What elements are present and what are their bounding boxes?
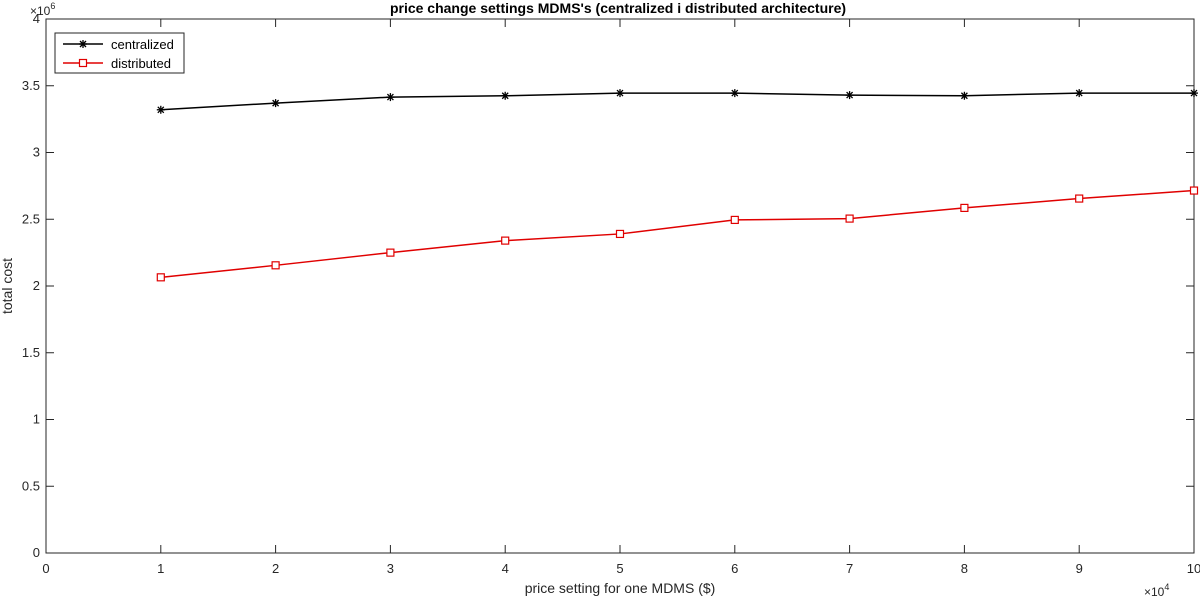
data-point-centralized	[1190, 89, 1198, 98]
y-axis-label: total cost	[0, 258, 15, 314]
chart-title: price change settings MDMS's (centralize…	[390, 0, 846, 16]
x-axis-label: price setting for one MDMS ($)	[525, 580, 716, 596]
x-tick-label: 10	[1187, 561, 1200, 576]
x-tick-label: 4	[502, 561, 509, 576]
data-point-centralized	[616, 89, 624, 98]
data-point-distributed	[1075, 194, 1084, 203]
data-point-centralized	[501, 91, 510, 100]
x-tick-label: 5	[616, 561, 623, 576]
data-point-distributed	[271, 261, 280, 270]
legend-marker-distributed	[78, 58, 88, 68]
data-point-distributed	[960, 203, 969, 213]
data-point-centralized	[156, 105, 165, 114]
legend-marker-symbol	[78, 58, 88, 68]
legend-marker-centralized	[79, 40, 87, 48]
x-tick-label: 6	[731, 561, 738, 576]
y-tick-label: 4	[33, 11, 40, 26]
data-point-distributed	[730, 215, 739, 225]
axis-ticks: 0 1 2 3 4 5 6 7 8 9 10 0 0.5 1 1.5 2 2.5 3 3.5 4	[22, 11, 1200, 576]
x-tick-label: 9	[1076, 561, 1083, 576]
y-tick-label: 0	[33, 545, 40, 560]
x-multiplier: ×104	[1144, 582, 1169, 599]
y-tick-label: 3.5	[22, 78, 40, 93]
legend-marker-symbol	[79, 40, 87, 48]
data-point-distributed	[501, 236, 510, 245]
data-point-centralized	[1075, 89, 1084, 98]
x-multiplier-base: ×10	[1144, 585, 1165, 599]
series-markers	[156, 89, 1199, 282]
data-point-distributed	[386, 248, 395, 257]
y-tick-label: 2.5	[22, 211, 40, 226]
x-tick-label: 2	[272, 561, 279, 576]
data-point-centralized	[845, 91, 854, 100]
y-tick-label: 1.5	[22, 345, 40, 360]
y-multiplier-base: ×10	[30, 4, 51, 18]
series-line-distributed	[160, 189, 1195, 279]
x-tick-label: 3	[387, 561, 394, 576]
y-tick-label: 3	[33, 145, 40, 160]
plot-area	[45, 18, 1195, 554]
data-point-centralized	[730, 89, 739, 98]
legend-box	[54, 32, 185, 74]
data-point-distributed	[156, 273, 165, 282]
data-point-distributed	[1189, 186, 1199, 195]
x-tick-label: 7	[846, 561, 853, 576]
y-multiplier-exponent: 6	[50, 1, 55, 11]
y-multiplier: ×106	[30, 1, 55, 18]
data-point-centralized	[271, 99, 280, 108]
data-point-centralized	[960, 91, 969, 100]
x-multiplier-exponent: 4	[1164, 582, 1169, 592]
x-tick-label: 8	[961, 561, 968, 576]
series-line-centralized	[160, 92, 1194, 111]
data-point-distributed	[615, 229, 625, 239]
x-tick-label: 0	[42, 561, 49, 576]
x-tick-label: 1	[157, 561, 164, 576]
legend: centralized distributed	[54, 32, 185, 74]
legend-label-centralized: centralized	[111, 37, 174, 52]
data-point-centralized	[386, 93, 395, 102]
y-tick-label: 1	[33, 412, 40, 427]
legend-label-distributed: distributed	[111, 56, 171, 71]
y-tick-label: 2	[33, 278, 40, 293]
series-lines	[160, 92, 1195, 279]
y-tick-label: 0.5	[22, 478, 40, 493]
data-point-distributed	[845, 214, 854, 223]
